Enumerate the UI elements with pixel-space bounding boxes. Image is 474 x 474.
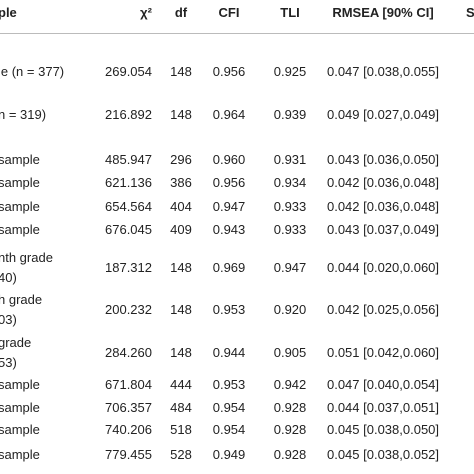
table-cell: 0.049 [0.027,0.049] — [326, 107, 440, 122]
table-cell: 284.260 — [105, 345, 152, 360]
table-cell: 654.564 — [105, 199, 152, 214]
row-label: 40) — [0, 270, 17, 285]
row-label: h grade — [0, 292, 43, 307]
table-cell: 404 — [170, 199, 192, 214]
table-cell: 0.960 — [212, 152, 246, 167]
header-cell: ple — [0, 5, 17, 20]
table-cell: 0.920 — [273, 302, 307, 317]
table-cell: 0.928 — [273, 447, 307, 462]
table-cell: 528 — [170, 447, 192, 462]
table-cell: 0.939 — [273, 107, 307, 122]
row-label: sample — [0, 377, 40, 392]
table-cell: 148 — [170, 107, 192, 122]
table-cell: 0.047 [0.038,0.055] — [326, 64, 440, 79]
table-cell: 740.206 — [105, 422, 152, 437]
table-cell: 386 — [170, 175, 192, 190]
table-cell: 0.905 — [273, 345, 307, 360]
header-cell: df — [174, 5, 188, 20]
row-label: sample — [0, 175, 40, 190]
table-cell: 0.043 [0.036,0.050] — [326, 152, 440, 167]
table-cell: 485.947 — [105, 152, 152, 167]
table-cell: 216.892 — [105, 107, 152, 122]
header-cell: RMSEA [90% CI] — [332, 5, 434, 20]
table-cell: 779.455 — [105, 447, 152, 462]
table-cell: 0.969 — [212, 260, 246, 275]
table-cell: 269.054 — [105, 64, 152, 79]
row-label: nth grade — [0, 250, 53, 265]
table-cell: 0.953 — [212, 377, 246, 392]
table-cell: 0.043 [0.037,0.049] — [326, 222, 440, 237]
table-cell: 0.051 [0.042,0.060] — [326, 345, 440, 360]
table-cell: 148 — [170, 260, 192, 275]
row-label: sample — [0, 152, 40, 167]
table-cell: 0.042 [0.036,0.048] — [326, 199, 440, 214]
table-cell: 148 — [170, 64, 192, 79]
header-cell: S — [466, 5, 474, 20]
table-cell: 0.943 — [212, 222, 246, 237]
table-cell: 676.045 — [105, 222, 152, 237]
table-cell: 621.136 — [105, 175, 152, 190]
table-cell: 484 — [170, 400, 192, 415]
table-cell: 0.956 — [212, 64, 246, 79]
table-cell: 0.042 [0.036,0.048] — [326, 175, 440, 190]
table-cell: 200.232 — [105, 302, 152, 317]
row-label: sample — [0, 447, 40, 462]
table-cell: 0.953 — [212, 302, 246, 317]
table-cell: 0.947 — [212, 199, 246, 214]
table-cell: 0.964 — [212, 107, 246, 122]
table-cell: 0.928 — [273, 400, 307, 415]
row-label: le (n = 377) — [0, 64, 65, 79]
row-label: n = 319) — [0, 107, 47, 122]
table-cell: 0.045 [0.038,0.052] — [326, 447, 440, 462]
table-cell: 148 — [170, 302, 192, 317]
header-cell: CFI — [218, 5, 240, 20]
row-label: grade — [0, 335, 32, 350]
table-cell: 187.312 — [105, 260, 152, 275]
table-cell: 671.804 — [105, 377, 152, 392]
row-label: sample — [0, 400, 40, 415]
row-label: 03) — [0, 312, 17, 327]
table-cell: 0.042 [0.025,0.056] — [326, 302, 440, 317]
table-cell: 0.047 [0.040,0.054] — [326, 377, 440, 392]
header-cell: TLI — [280, 5, 300, 20]
table-cell: 409 — [170, 222, 192, 237]
table-cell: 518 — [170, 422, 192, 437]
table-cell: 0.934 — [273, 175, 307, 190]
table-cell: 0.925 — [273, 64, 307, 79]
table-cell: 0.954 — [212, 400, 246, 415]
table-cell: 0.956 — [212, 175, 246, 190]
table-cell: 706.357 — [105, 400, 152, 415]
table-cell: 0.944 — [212, 345, 246, 360]
header-rule — [0, 33, 474, 34]
row-label: sample — [0, 199, 40, 214]
table-cell: 0.045 [0.038,0.050] — [326, 422, 440, 437]
table-cell: 0.954 — [212, 422, 246, 437]
table-cell: 0.044 [0.020,0.060] — [326, 260, 440, 275]
table-cell: 0.949 — [212, 447, 246, 462]
table-cell: 444 — [170, 377, 192, 392]
table-cell: 296 — [170, 152, 192, 167]
table-cell: 0.928 — [273, 422, 307, 437]
table-cell: 0.942 — [273, 377, 307, 392]
row-label: sample — [0, 222, 40, 237]
row-label: sample — [0, 422, 40, 437]
table-cell: 0.947 — [273, 260, 307, 275]
table-cell: 0.933 — [273, 199, 307, 214]
table-cell: 0.931 — [273, 152, 307, 167]
row-label: 53) — [0, 355, 17, 370]
table-cell: 148 — [170, 345, 192, 360]
header-cell: χ² — [140, 5, 152, 20]
table-cell: 0.044 [0.037,0.051] — [326, 400, 440, 415]
table-cell: 0.933 — [273, 222, 307, 237]
